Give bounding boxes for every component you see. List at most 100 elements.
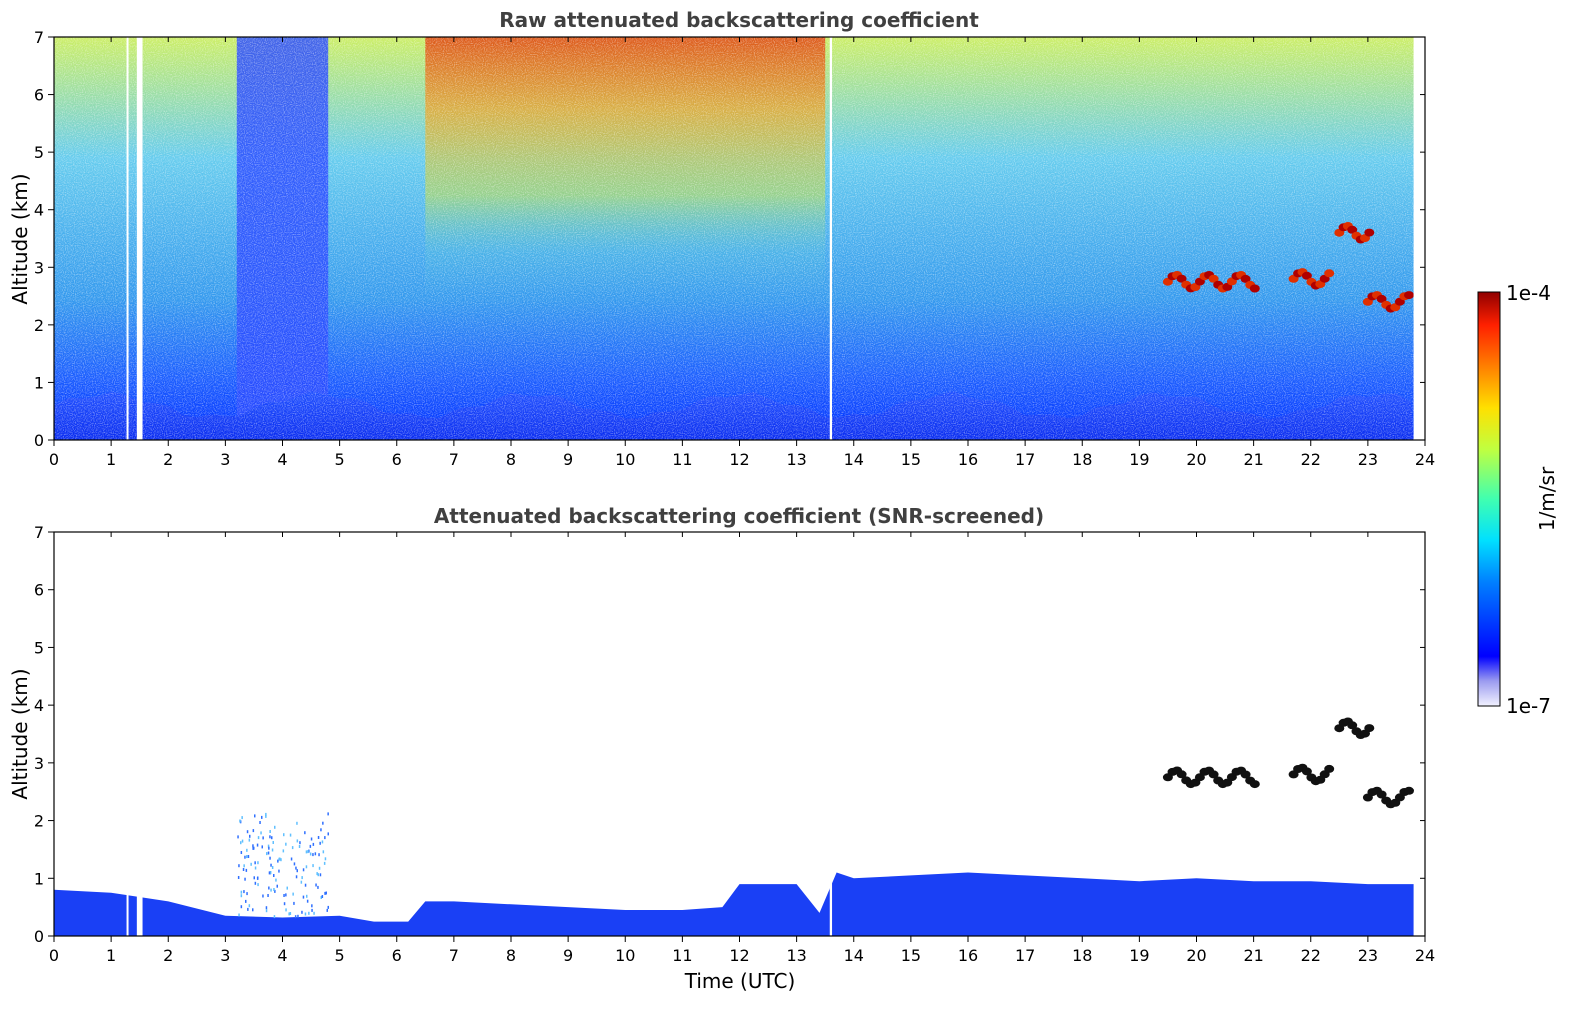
residual-point	[271, 836, 273, 840]
residual-point	[321, 840, 324, 844]
raw-no-data-region	[1413, 37, 1425, 440]
x-tick-label: 24	[1415, 946, 1435, 965]
residual-point	[304, 883, 307, 887]
residual-point	[252, 846, 254, 850]
residual-point	[247, 907, 249, 911]
raw-heatmap	[54, 37, 1425, 440]
residual-point	[318, 866, 321, 870]
x-tick-label: 7	[449, 946, 459, 965]
y-tick-label: 5	[34, 638, 44, 657]
residual-point	[317, 885, 319, 889]
x-tick-label: 22	[1301, 946, 1321, 965]
residual-point	[271, 866, 274, 869]
x-tick-label: 16	[958, 450, 978, 469]
x-tick-label: 16	[958, 946, 978, 965]
residual-point	[289, 912, 292, 915]
residual-point	[271, 848, 274, 852]
residual-point	[293, 901, 295, 905]
cloud-cell	[1301, 271, 1312, 280]
residual-point	[297, 914, 299, 918]
residual-point	[267, 844, 270, 848]
cloud-cell	[1404, 291, 1414, 300]
residual-point	[282, 849, 285, 853]
residual-point	[240, 841, 242, 845]
residual-point	[302, 895, 305, 899]
x-tick-label: 0	[49, 946, 59, 965]
x-tick-label: 20	[1186, 450, 1206, 469]
residual-point	[262, 836, 264, 840]
x-tick-label: 20	[1186, 946, 1206, 965]
screened-y-axis-label: Altitude (km)	[8, 668, 32, 799]
x-tick-label: 3	[220, 946, 230, 965]
residual-point	[254, 881, 257, 885]
residual-point	[307, 850, 309, 854]
y-tick-label: 1	[34, 373, 44, 392]
residual-point	[260, 831, 262, 835]
residual-point	[280, 858, 282, 862]
residual-point	[322, 821, 324, 825]
colorbar-max-label: 1e-4	[1506, 281, 1551, 305]
x-tick-label: 5	[335, 946, 345, 965]
residual-point	[269, 835, 271, 839]
residual-point	[324, 891, 326, 895]
residual-point	[275, 878, 277, 882]
residual-point	[268, 886, 270, 890]
residual-point	[246, 855, 248, 859]
y-tick-label: 7	[34, 28, 44, 47]
residual-point	[322, 850, 325, 854]
x-tick-label: 6	[392, 946, 402, 965]
residual-point	[295, 875, 298, 879]
residual-point	[309, 844, 312, 848]
residual-point	[298, 845, 301, 848]
residual-point	[265, 812, 267, 816]
residual-point	[301, 876, 303, 880]
residual-point	[285, 908, 287, 912]
y-tick-label: 6	[34, 581, 44, 600]
cloud-cell	[1324, 269, 1335, 278]
residual-point	[270, 863, 272, 867]
y-tick-label: 0	[34, 927, 44, 946]
residual-point	[269, 871, 272, 874]
cloud-cell	[1208, 770, 1219, 779]
x-tick-label: 1	[106, 946, 116, 965]
data-gap	[136, 532, 143, 936]
cloud-cell	[1364, 228, 1375, 237]
y-tick-label: 0	[34, 431, 44, 450]
raw-panel-title: Raw attenuated backscattering coefficien…	[499, 8, 979, 32]
residual-point	[312, 853, 314, 857]
cloud-cell	[1208, 274, 1219, 283]
x-tick-label: 15	[901, 450, 921, 469]
residual-point	[270, 888, 272, 892]
residual-point	[240, 905, 243, 909]
residual-point	[326, 908, 328, 912]
colorbar-scale	[1477, 291, 1501, 707]
residual-point	[320, 896, 322, 899]
y-tick-label: 5	[34, 143, 44, 162]
x-tick-label: 11	[672, 946, 692, 965]
residual-point	[246, 848, 248, 852]
x-tick-label: 11	[672, 450, 692, 469]
residual-point	[296, 839, 299, 843]
residual-point	[288, 912, 290, 916]
residual-point	[240, 890, 243, 894]
residual-point	[296, 821, 298, 825]
residual-point	[246, 830, 249, 834]
residual-point	[243, 864, 245, 868]
residual-point	[324, 836, 326, 840]
screened-heatmap	[54, 532, 1414, 936]
residual-point	[274, 889, 276, 893]
residual-point	[274, 825, 276, 829]
x-tick-label: 17	[1015, 946, 1035, 965]
colorbar: 1e-4 1e-7 1/m/sr	[1477, 281, 1559, 718]
data-gap	[829, 532, 833, 936]
y-tick-label: 2	[34, 812, 44, 831]
residual-point	[245, 899, 247, 903]
y-tick-label: 2	[34, 316, 44, 335]
residual-point	[327, 905, 329, 909]
residual-point	[249, 834, 251, 838]
residual-point	[320, 828, 322, 832]
residual-point	[314, 852, 317, 856]
y-tick-label: 7	[34, 523, 44, 542]
x-axis-label: Time (UTC)	[684, 969, 796, 993]
residual-point	[248, 904, 251, 908]
